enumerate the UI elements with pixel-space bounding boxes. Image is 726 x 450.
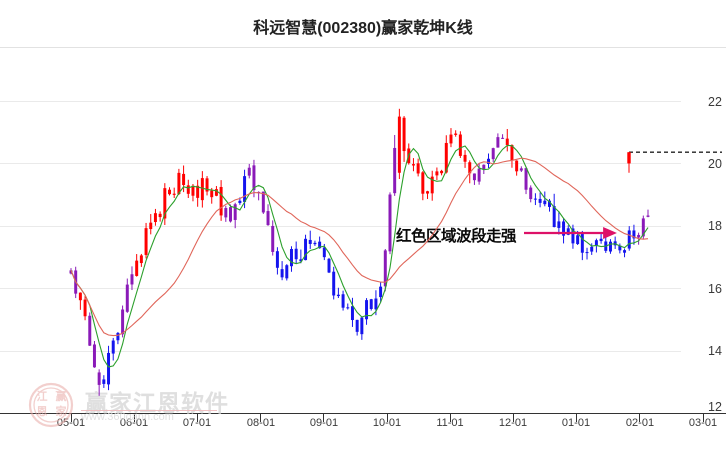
svg-text:赢: 赢	[56, 389, 67, 403]
svg-text:恩: 恩	[37, 405, 48, 418]
svg-text:江: 江	[37, 389, 48, 403]
svg-text:家: 家	[56, 404, 68, 418]
